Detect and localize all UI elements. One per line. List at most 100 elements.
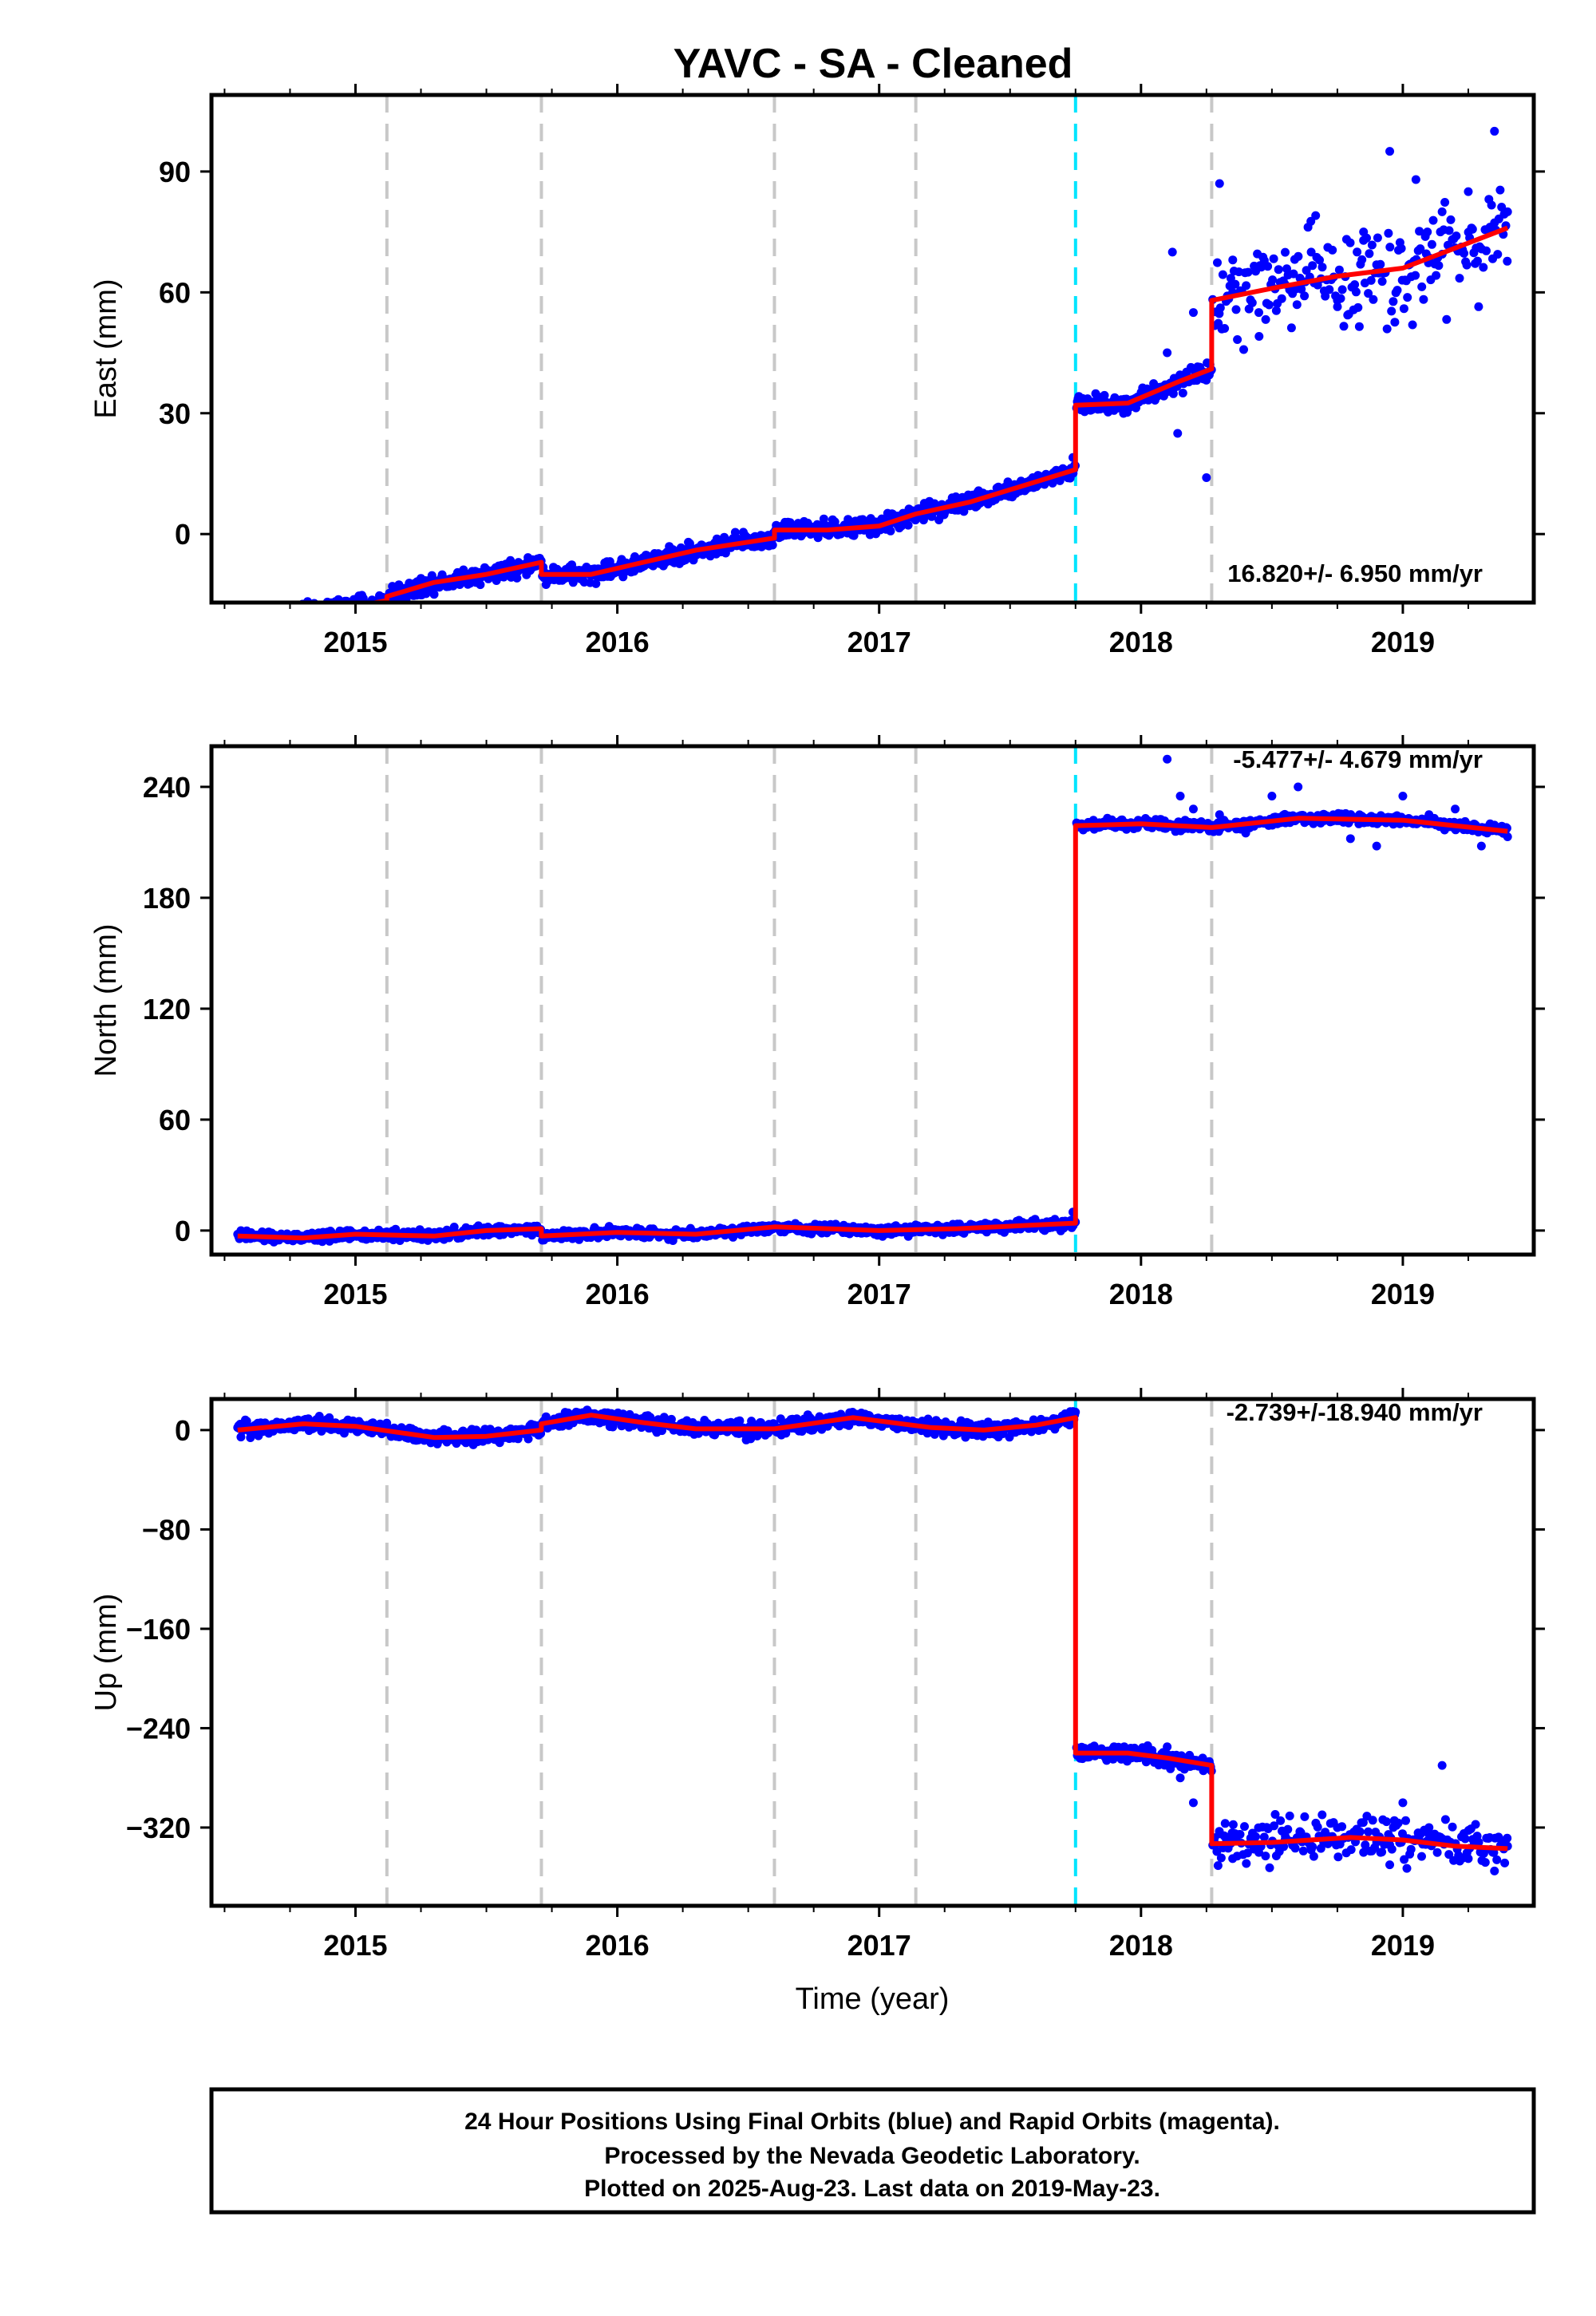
data-point — [1417, 282, 1427, 291]
data-point — [1297, 284, 1306, 294]
data-point — [1325, 285, 1334, 294]
data-point — [1434, 261, 1444, 271]
data-point — [1274, 265, 1283, 275]
plot-frame — [209, 744, 1536, 1257]
data-point — [1415, 227, 1424, 236]
data-point — [1355, 1827, 1365, 1836]
data-point — [1220, 1819, 1230, 1828]
data-point — [1334, 265, 1344, 275]
data-point — [1396, 243, 1406, 253]
data-point — [1482, 246, 1491, 255]
data-point — [1267, 792, 1277, 801]
data-point — [836, 1409, 846, 1419]
data-point — [1163, 754, 1172, 764]
data-point — [1495, 185, 1505, 195]
data-point — [1300, 1812, 1310, 1821]
data-point — [1376, 259, 1385, 269]
y-tick-label: 0 — [175, 1215, 191, 1247]
figure-title: YAVC - SA - Cleaned — [674, 41, 1073, 87]
data-point — [1216, 1853, 1226, 1863]
y-tick-label: 60 — [159, 276, 191, 309]
data-point — [1215, 810, 1224, 820]
data-point — [1350, 280, 1360, 290]
x-tick-label: 2016 — [586, 1278, 650, 1310]
data-point — [1357, 255, 1367, 264]
data-point — [1265, 1863, 1274, 1872]
data-point — [1241, 828, 1250, 838]
data-point — [1393, 286, 1402, 295]
data-point — [1464, 187, 1473, 196]
data-point — [1276, 1816, 1286, 1825]
data-point — [1490, 126, 1499, 136]
data-point — [1328, 245, 1337, 255]
data-point — [1387, 1844, 1396, 1854]
y-tick-label: 90 — [159, 156, 191, 188]
data-point — [1215, 179, 1224, 188]
data-point — [1247, 298, 1257, 307]
plot-area — [266, 95, 1512, 603]
data-point — [1178, 389, 1187, 398]
model-fit-line — [237, 816, 1508, 1241]
data-point — [1285, 1811, 1294, 1820]
data-point — [1428, 215, 1438, 225]
data-point — [1353, 247, 1362, 257]
data-point — [1313, 1822, 1322, 1832]
data-point — [1432, 271, 1441, 280]
data-point — [1359, 227, 1369, 237]
data-point — [1367, 240, 1377, 250]
data-point — [903, 520, 913, 530]
data-point — [1263, 262, 1273, 271]
y-tick-label: 0 — [175, 518, 191, 551]
data-point — [1251, 1832, 1260, 1841]
data-point — [1281, 247, 1290, 257]
data-point — [1323, 1839, 1333, 1848]
data-point — [1308, 261, 1317, 271]
data-point — [1333, 295, 1342, 305]
model-fit-line — [363, 225, 1509, 603]
data-point — [1213, 1861, 1223, 1871]
data-point — [1354, 322, 1364, 331]
data-point — [1163, 348, 1172, 358]
data-point — [1346, 1845, 1356, 1855]
y-axis-label: East (mm) — [89, 279, 123, 418]
data-point — [1400, 1855, 1409, 1864]
data-point — [1271, 306, 1281, 315]
data-point — [1403, 293, 1412, 302]
data-point — [1261, 1852, 1270, 1861]
data-point — [1366, 275, 1376, 285]
data-point — [1166, 1764, 1175, 1773]
data-point — [1364, 289, 1373, 298]
data-point — [730, 528, 740, 537]
data-point — [1306, 247, 1316, 257]
data-point — [1167, 247, 1177, 257]
y-tick-label: 60 — [159, 1104, 191, 1136]
data-point — [1384, 228, 1393, 238]
y-tick-label: 120 — [143, 993, 191, 1026]
plot-area — [233, 746, 1512, 1255]
x-tick-label: 2019 — [1371, 626, 1435, 658]
x-tick-label: 2015 — [323, 1278, 387, 1310]
data-point — [1462, 260, 1472, 270]
data-point — [1361, 1840, 1370, 1850]
data-point — [1424, 810, 1434, 820]
data-point — [1479, 263, 1488, 272]
data-point — [1268, 275, 1278, 285]
data-point — [1446, 215, 1456, 224]
data-point — [1321, 291, 1330, 301]
data-point — [512, 573, 522, 583]
data-point — [1503, 256, 1512, 266]
data-point — [1173, 429, 1183, 438]
data-point — [1286, 323, 1296, 333]
data-point — [1382, 324, 1392, 334]
data-point — [1231, 279, 1240, 289]
y-tick-label: 240 — [143, 771, 191, 804]
data-point — [1220, 324, 1230, 333]
data-point — [1333, 1852, 1343, 1862]
data-point — [886, 526, 895, 536]
data-point — [735, 1416, 745, 1425]
data-point — [1473, 256, 1482, 266]
data-point — [1240, 1822, 1249, 1832]
data-point — [1242, 281, 1251, 290]
